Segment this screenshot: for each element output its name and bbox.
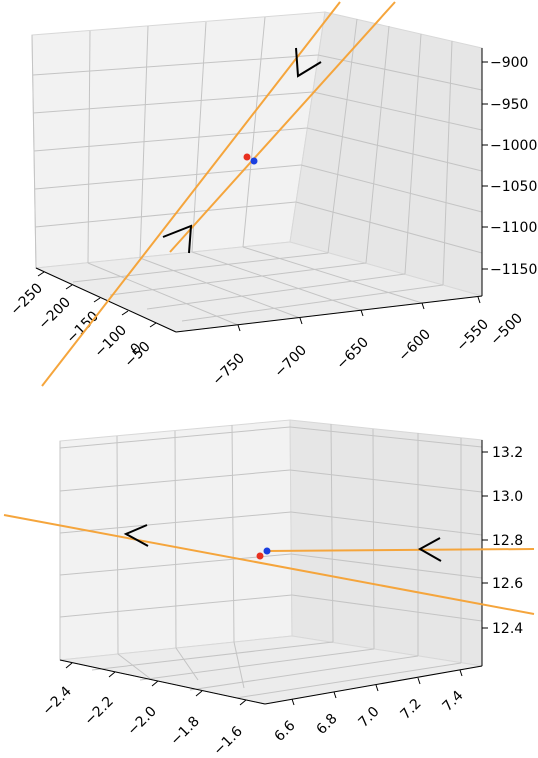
tick-label-y: −650 [334,334,373,373]
data-point-red [256,552,264,560]
tick-label-z: 12.4 [492,621,523,637]
tick-label-x: −150 [64,308,103,347]
x-axis-line [59,659,266,705]
tick-label-z: −950 [490,97,528,113]
tick-label-y: 6.6 [272,718,299,745]
grid-lines [31,16,483,326]
tick-label-x: −2.4 [40,683,75,718]
back-pane-left [31,11,326,269]
tick-label-y: −500 [488,310,527,349]
series-line-1 [41,1,341,387]
tick-label-x: −2.0 [125,703,160,738]
tick-label-z: −1000 [490,138,537,154]
data-point-red [243,153,251,161]
data-point-blue [250,157,258,165]
tick-label-x: −250 [8,280,47,319]
tick-label-x: −200 [36,294,75,333]
y-axis-line [175,295,483,333]
x-axis-line [35,267,177,333]
plot-1: −250 −200 −150 −100 −50 0 −750 −700 −650… [8,1,537,389]
tick-label-x: −1.6 [211,723,246,758]
direction-marker [123,524,149,547]
tick-label-z: 12.8 [492,533,523,549]
tick-marks [37,61,488,332]
y-axis-line [264,665,483,705]
series-line-1 [3,514,535,615]
tick-label-z: −900 [490,55,528,71]
tick-marks [65,451,488,706]
tick-label-y: 7.0 [356,704,383,731]
data-point-blue [263,547,271,555]
tick-label-z: −1050 [490,179,537,195]
direction-marker [417,537,442,562]
tick-label-y: 6.8 [314,711,341,738]
tick-label-y: −600 [396,326,435,365]
tick-label-y: −750 [210,350,249,389]
tick-label-z: −1100 [490,220,537,236]
direction-marker [162,224,193,254]
tick-label-x: −2.2 [82,693,117,728]
tick-label-y: 7.4 [440,688,467,715]
tick-label-z: 12.6 [492,576,523,592]
series-line-2 [265,548,535,552]
direction-marker [295,47,322,78]
tick-label-z: 13.2 [492,445,523,461]
back-pane-right [289,419,483,667]
plot-2: −2.4 −2.2 −2.0 −1.8 −1.6 6.6 6.8 7.0 7.2… [3,419,535,758]
tick-label-x: −1.8 [168,713,203,748]
tick-label-z: 13.0 [492,489,523,505]
tick-label-y: 7.2 [398,696,425,723]
series-line-2 [169,1,396,253]
tick-label-y: −550 [454,316,493,355]
tick-label-y: −700 [272,342,311,381]
tick-label-z: −1150 [490,262,537,278]
tick-label-x: −100 [92,322,131,361]
